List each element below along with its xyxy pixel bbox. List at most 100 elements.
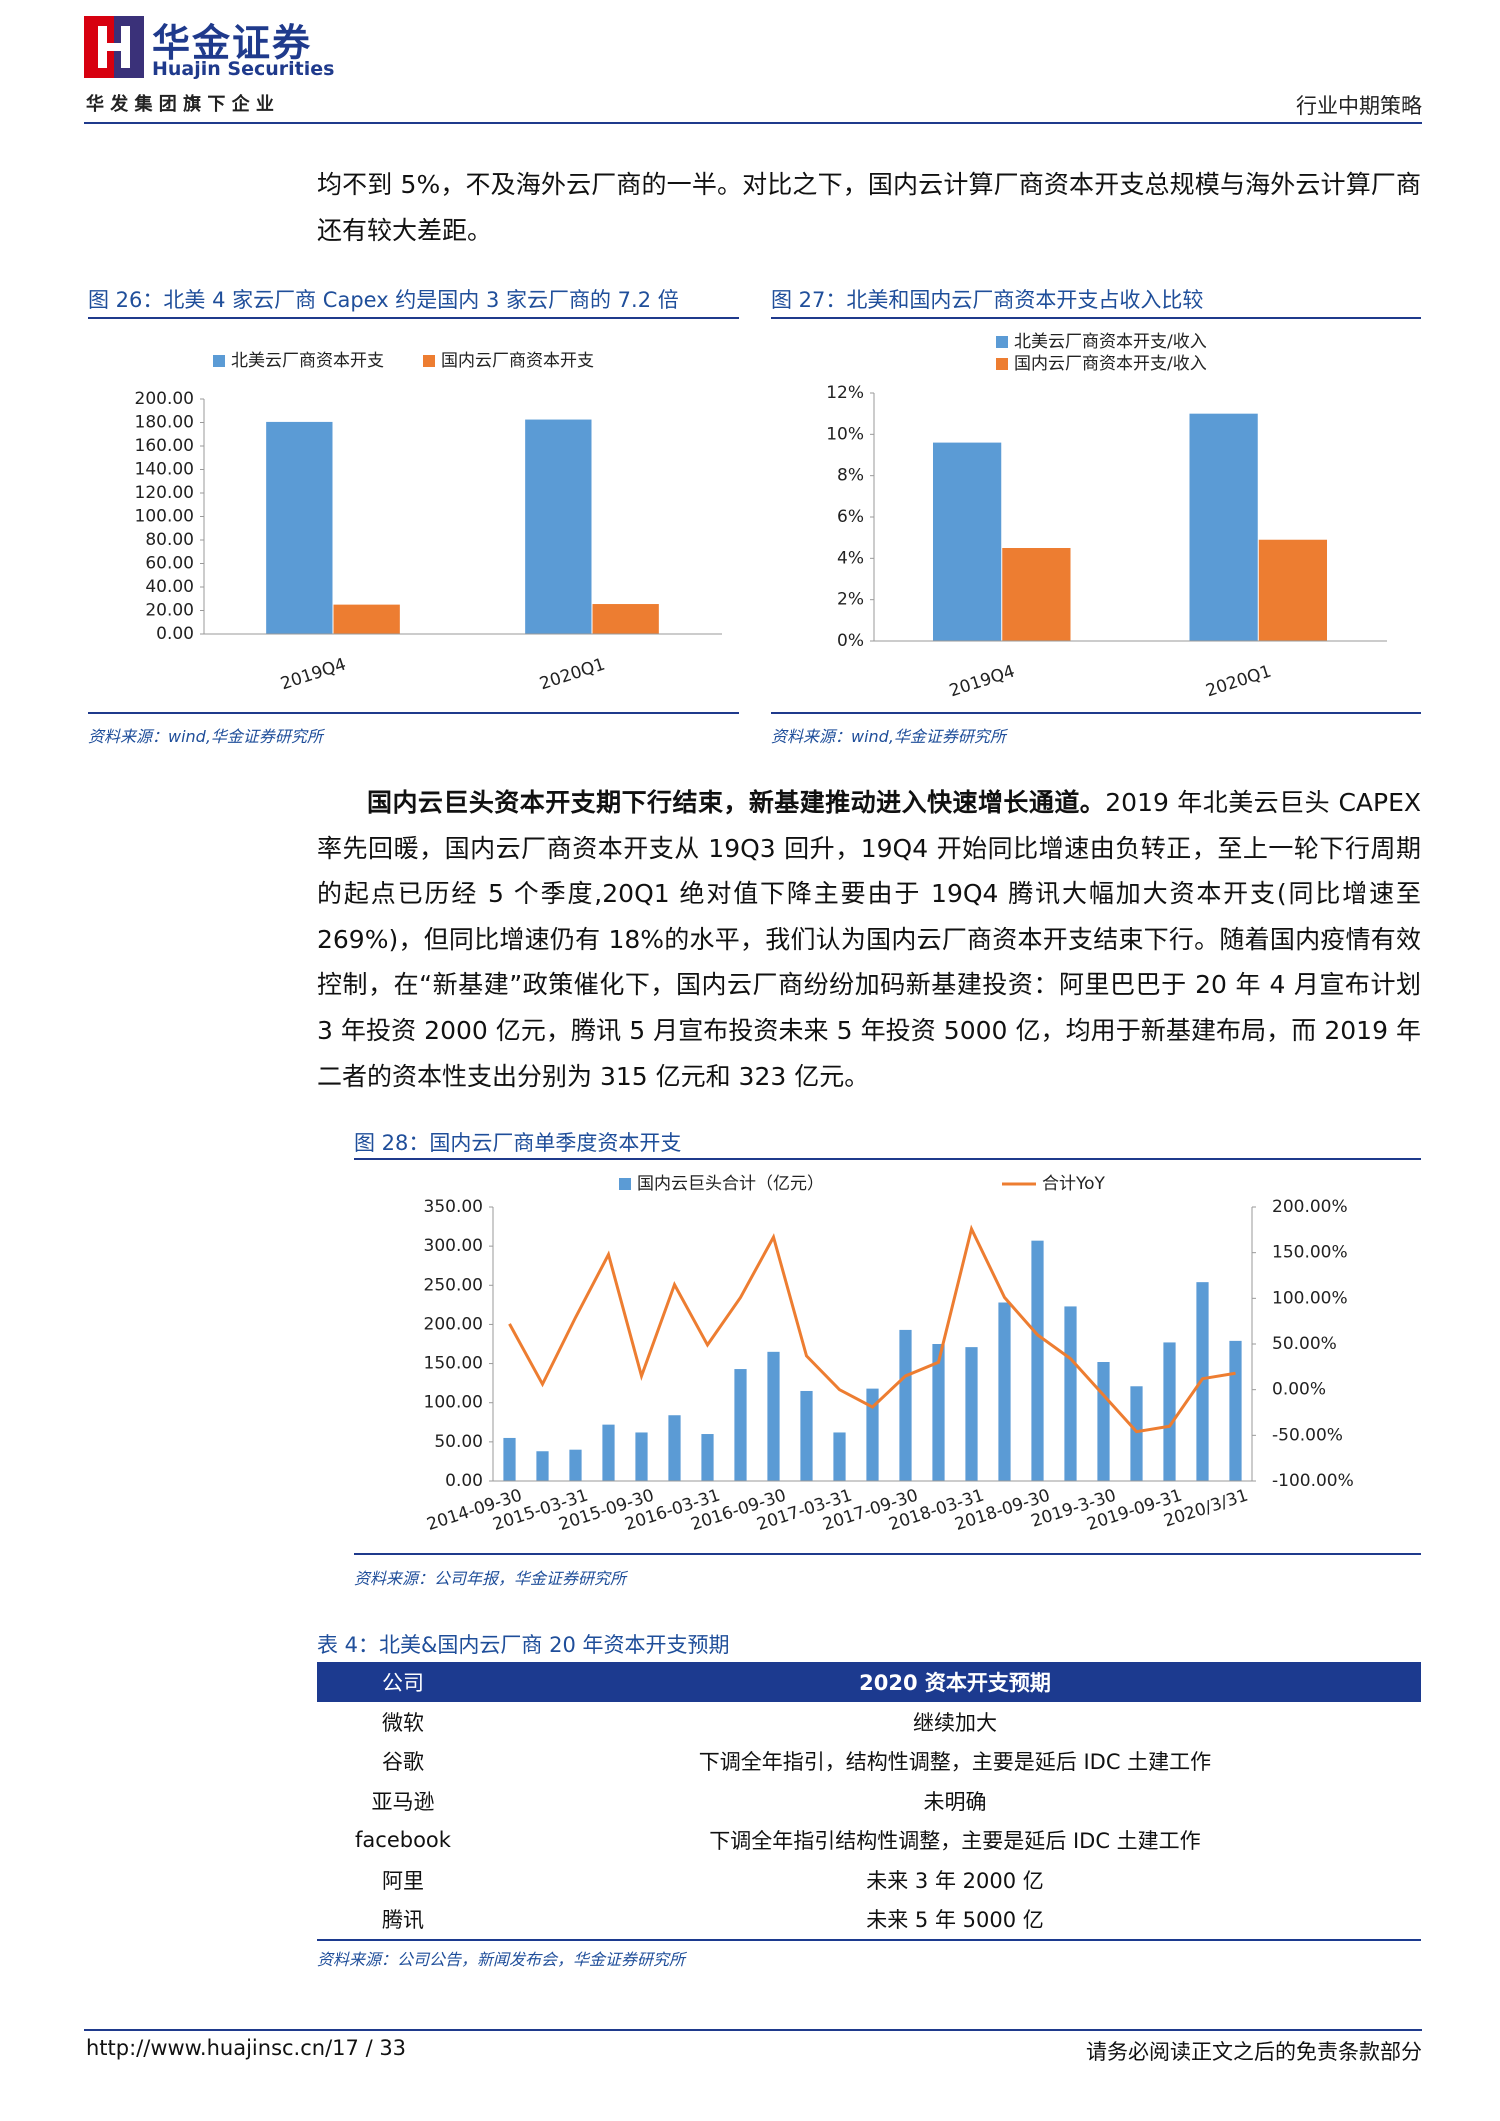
table-caption: 表 4：北美&国内云厂商 20 年资本开支预期 bbox=[317, 1633, 730, 1657]
bar bbox=[932, 442, 1002, 641]
figure-source: 资料来源：wind,华金证券研究所 bbox=[771, 727, 1006, 746]
bar bbox=[1031, 1240, 1044, 1481]
table-cell: 亚马逊 bbox=[371, 1789, 435, 1814]
table-cell: 下调全年指引，结构性调整，主要是延后 IDC 土建工作 bbox=[698, 1750, 1212, 1775]
header-cell: 公司 bbox=[317, 1662, 489, 1702]
figure-caption: 图 28：国内云厂商单季度资本开支 bbox=[354, 1131, 682, 1155]
legend-swatch bbox=[423, 355, 435, 367]
x-tick-label: 2019Q4 bbox=[947, 661, 1017, 701]
y-tick-label: 150.00 bbox=[424, 1354, 483, 1374]
figure-caption: 图 26：北美 4 家云厂商 Capex 约是国内 3 家云厂商的 7.2 倍 bbox=[88, 288, 679, 312]
footer-rule bbox=[84, 2029, 1422, 2031]
legend-swatch bbox=[213, 355, 225, 367]
legend-label: 国内云厂商资本开支/收入 bbox=[1014, 354, 1207, 374]
bar bbox=[998, 1302, 1011, 1481]
legend-swatch bbox=[996, 358, 1008, 370]
section-label: 行业中期策略 bbox=[1296, 94, 1422, 118]
y-tick-label: 200.00 bbox=[424, 1314, 483, 1334]
bar bbox=[1002, 548, 1071, 641]
bar bbox=[1229, 1340, 1242, 1481]
bar bbox=[602, 1424, 615, 1481]
table-row: facebook 下调全年指引结构性调整，主要是延后 IDC 土建工作 bbox=[317, 1821, 1421, 1861]
x-tick-label: 2019Q4 bbox=[278, 654, 348, 694]
y-tick-label: 12% bbox=[826, 383, 864, 403]
y-tick-label: 180.00 bbox=[135, 413, 194, 433]
y-tick-label: 100.00 bbox=[424, 1393, 483, 1413]
y-tick-label: 140.00 bbox=[135, 460, 194, 480]
table-cell: 继续加大 bbox=[913, 1710, 997, 1735]
bar bbox=[525, 419, 592, 634]
y-tick-label: 50.00 bbox=[434, 1432, 483, 1452]
paragraph: 国内云巨头资本开支期下行结束，新基建推动进入快速增长通道。2019 年北美云巨头… bbox=[317, 780, 1421, 1099]
chart: 0.00 50.00 100.00 150.00 200.00 250.00 300.00 3… bbox=[424, 1174, 1354, 1535]
table-cell: 下调全年指引结构性调整，主要是延后 IDC 土建工作 bbox=[709, 1829, 1201, 1854]
y-tick-label: 0.00 bbox=[156, 624, 194, 644]
bar bbox=[965, 1347, 978, 1481]
figure-source: 资料来源：公司年报，华金证券研究所 bbox=[354, 1569, 627, 1588]
bar bbox=[536, 1451, 549, 1481]
legend-label: 国内云厂商资本开支 bbox=[441, 351, 594, 371]
bar bbox=[1130, 1386, 1143, 1481]
y-tick-label: 6% bbox=[837, 507, 864, 527]
y2-tick-label: 200.00% bbox=[1272, 1197, 1348, 1217]
bar bbox=[266, 421, 333, 634]
legend-swatch bbox=[996, 336, 1008, 348]
bar bbox=[592, 604, 659, 634]
bar bbox=[668, 1415, 681, 1481]
paragraph-lead: 国内云巨头资本开支期下行结束，新基建推动进入快速增长通道。 bbox=[367, 788, 1106, 817]
bar bbox=[1258, 539, 1328, 641]
y2-tick-label: 100.00% bbox=[1272, 1288, 1348, 1308]
logo-en: Huajin Securities bbox=[152, 58, 335, 80]
logo-mark bbox=[84, 16, 144, 78]
bar bbox=[734, 1369, 747, 1481]
y2-tick-label: 0.00% bbox=[1272, 1380, 1326, 1400]
y-tick-label: 60.00 bbox=[145, 554, 194, 574]
chart: 0% 2% 4% 6% 8% 10% 12% 2019Q4 2020Q1 北美云厂商资本开支/收入… bbox=[826, 332, 1387, 701]
source-rule bbox=[88, 712, 739, 714]
paragraph-text: 2019 年北美云巨头 CAPEX 率先回暖，国内云厂商资本开支从 19Q3 回… bbox=[317, 788, 1421, 1091]
y-tick-label: 160.00 bbox=[135, 436, 194, 456]
footer-disclaimer: 请务必阅读正文之后的免责条款部分 bbox=[1086, 2040, 1422, 2064]
paragraph: 均不到 5%，不及海外云厂商的一半。对比之下，国内云计算厂商资本开支总规模与海外… bbox=[317, 170, 1421, 245]
bar bbox=[800, 1390, 813, 1481]
y2-tick-label: 150.00% bbox=[1272, 1243, 1348, 1263]
y-tick-label: 250.00 bbox=[424, 1275, 483, 1295]
bar bbox=[767, 1351, 780, 1481]
caption-rule bbox=[88, 317, 739, 319]
table-cell: 微软 bbox=[382, 1710, 424, 1735]
bar bbox=[333, 604, 400, 634]
legend-label: 合计YoY bbox=[1042, 1174, 1106, 1194]
y-tick-label: 4% bbox=[837, 548, 864, 568]
bar bbox=[932, 1344, 945, 1481]
y-tick-label: 120.00 bbox=[135, 483, 194, 503]
table-wrap: 公司 2020 资本开支预期 微软 继续加大 谷歌 下调全年指引，结构性调整，主要是延后… bbox=[317, 1662, 1421, 1941]
y-tick-label: 20.00 bbox=[145, 601, 194, 621]
chart: 0.00 20.00 40.00 60.00 80.00 100.00 120.00 140.… bbox=[135, 351, 722, 694]
logo-cn: 华金证券 bbox=[152, 21, 313, 65]
table: 公司 2020 资本开支预期 微软 继续加大 谷歌 下调全年指引，结构性调整，主要是延后… bbox=[317, 1662, 1421, 1939]
caption-rule bbox=[771, 317, 1421, 319]
bar bbox=[866, 1388, 879, 1481]
source-rule bbox=[771, 712, 1421, 714]
y-tick-label: 200.00 bbox=[135, 389, 194, 409]
x-tick-label: 2020Q1 bbox=[1203, 661, 1273, 701]
table-cell: 谷歌 bbox=[382, 1750, 424, 1775]
y-tick-label: 40.00 bbox=[145, 577, 194, 597]
y-tick-label: 0.00 bbox=[445, 1471, 483, 1491]
y2-tick-label: 50.00% bbox=[1272, 1334, 1337, 1354]
y-tick-label: 8% bbox=[837, 466, 864, 486]
bar bbox=[503, 1437, 516, 1481]
group-tagline: 华 发 集 团 旗 下 企 业 bbox=[86, 94, 274, 115]
table-cell: 未来 3 年 2000 亿 bbox=[866, 1868, 1044, 1893]
y-tick-label: 10% bbox=[826, 424, 864, 444]
y-tick-label: 0% bbox=[837, 631, 864, 651]
source-rule bbox=[354, 1553, 1421, 1555]
y-tick-label: 80.00 bbox=[145, 530, 194, 550]
figure-source: 资料来源：wind,华金证券研究所 bbox=[88, 727, 323, 746]
table-row: 腾讯 未来 5 年 5000 亿 bbox=[317, 1900, 1421, 1940]
line-series bbox=[508, 1224, 1236, 1434]
header-rule bbox=[84, 122, 1422, 124]
y-tick-label: 2% bbox=[837, 590, 864, 610]
table-row: 谷歌 下调全年指引，结构性调整，主要是延后 IDC 土建工作 bbox=[317, 1742, 1421, 1782]
y-tick-label: 300.00 bbox=[424, 1236, 483, 1256]
